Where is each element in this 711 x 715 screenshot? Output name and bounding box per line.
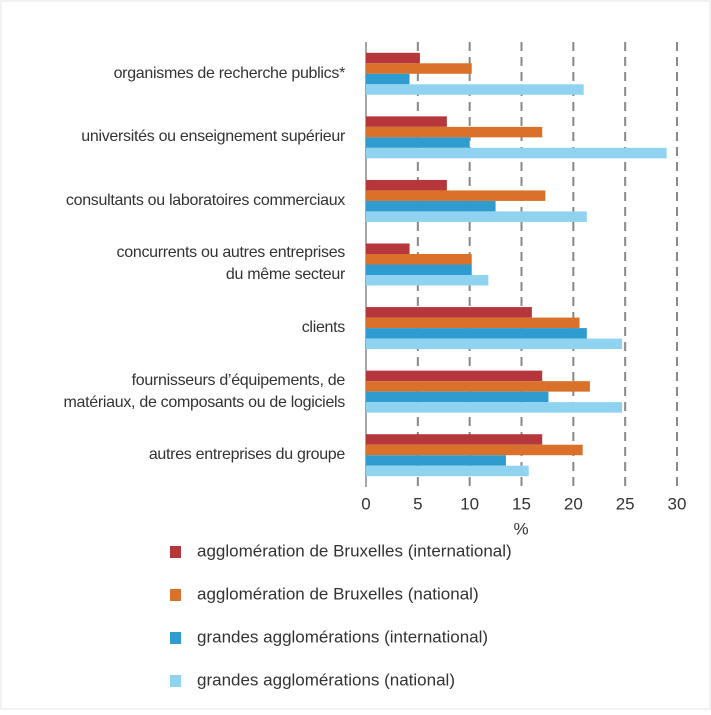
bar xyxy=(366,52,420,64)
category-label: organismes de recherche publics* xyxy=(113,64,345,82)
category-text: autres entreprises du groupe xyxy=(148,446,345,464)
category-text: concurrents ou autres entreprises du mêm… xyxy=(116,244,345,284)
category-text: clients xyxy=(301,319,345,337)
category-label: consultants ou laboratoires commerciaux xyxy=(65,191,345,209)
bar xyxy=(366,338,623,350)
category-label: clients xyxy=(301,319,345,337)
category-label: universités ou enseignement supérieur xyxy=(81,128,345,146)
category-text: fournisseurs d’équipements, de matériaux… xyxy=(63,371,346,411)
x-tick-label: 20 xyxy=(564,494,583,513)
category-label: concurrents ou autres entreprises du mêm… xyxy=(116,244,345,284)
x-tick-label: 15 xyxy=(512,494,531,513)
x-tick-label: 0 xyxy=(361,494,370,513)
bar xyxy=(366,200,496,212)
x-tick-label: 30 xyxy=(668,494,687,513)
legend-label: agglomération de Bruxelles (internationa… xyxy=(197,541,512,560)
x-axis-label: % xyxy=(513,519,528,538)
bar xyxy=(366,84,584,95)
bar xyxy=(366,264,472,275)
category-text: organismes de recherche publics* xyxy=(113,64,345,82)
bar xyxy=(366,402,623,413)
bar xyxy=(366,190,546,201)
legend-swatch xyxy=(170,546,181,558)
bar xyxy=(366,63,472,74)
bar xyxy=(366,116,447,127)
bar xyxy=(366,73,410,85)
category-label: fournisseurs d’équipements, de matériaux… xyxy=(63,371,346,411)
bar xyxy=(366,275,489,286)
bar xyxy=(366,147,667,159)
bar xyxy=(366,211,587,222)
bar xyxy=(366,307,532,318)
category-text: consultants ou laboratoires commerciaux xyxy=(65,191,345,209)
bar xyxy=(366,444,583,456)
bar xyxy=(366,254,472,265)
legend-swatch xyxy=(170,632,181,644)
legend-label: grandes agglomérations (national) xyxy=(197,670,455,689)
legend-swatch xyxy=(170,589,181,601)
bar xyxy=(366,381,590,392)
x-tick-label: 25 xyxy=(616,494,635,513)
bar xyxy=(366,126,543,138)
bar xyxy=(366,317,580,329)
legend-swatch xyxy=(170,675,181,687)
bar xyxy=(366,370,543,382)
bar xyxy=(366,391,549,403)
x-tick-label: 5 xyxy=(413,494,422,513)
bar xyxy=(366,243,410,254)
bar xyxy=(366,455,506,466)
category-text: universités ou enseignement supérieur xyxy=(81,128,345,146)
category-label: autres entreprises du groupe xyxy=(148,446,345,464)
bar xyxy=(366,465,529,477)
bar xyxy=(366,434,543,445)
legend-label: grandes agglomérations (international) xyxy=(197,627,488,646)
bar xyxy=(366,328,587,339)
bar xyxy=(366,137,470,148)
legend-label: agglomération de Bruxelles (national) xyxy=(197,584,479,603)
x-tick-label: 10 xyxy=(460,494,479,513)
bar xyxy=(366,179,447,191)
